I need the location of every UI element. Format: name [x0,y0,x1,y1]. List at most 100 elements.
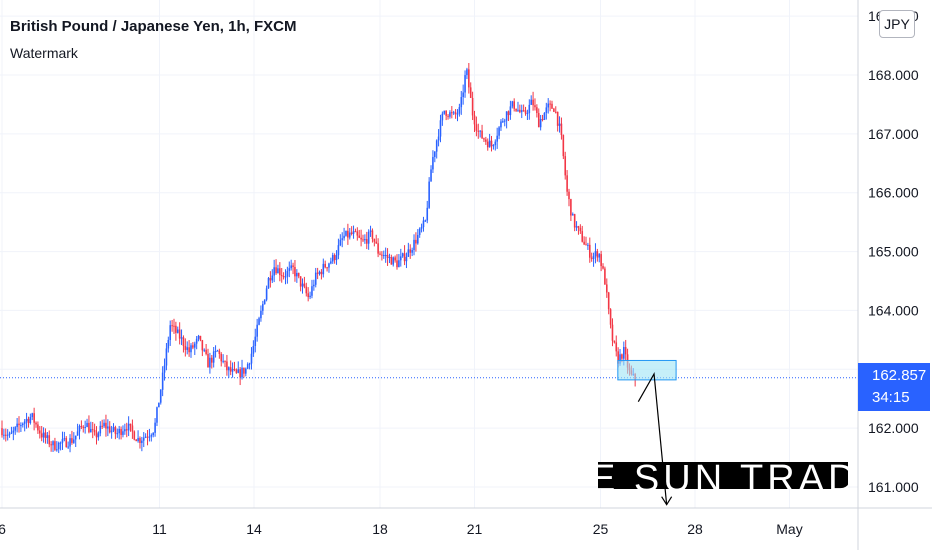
candle-body [114,427,117,434]
candle-body [299,276,302,287]
candle-body [129,423,132,426]
candle-body [509,106,512,116]
candle-body [74,435,77,440]
candle-body [585,244,587,246]
candle-body [1,428,3,436]
candle-body [171,325,173,327]
candle-body [328,263,330,268]
candle-body [522,110,525,112]
candle-body [63,438,66,440]
candle-body [375,241,378,244]
candle-body [159,389,162,403]
candle-body [265,288,268,300]
candle-body [409,249,412,253]
candle-body [422,220,425,228]
x-tick-label: May [776,521,802,537]
candle-body [473,115,476,125]
candle-body [579,227,582,232]
candle-body [507,111,510,116]
candle-body [71,438,73,443]
candle-body [86,422,88,427]
candle-body [199,335,202,341]
candle-body [604,268,606,285]
x-tick-label: 21 [467,521,483,537]
candle-body [445,110,447,116]
candle-body [464,75,466,93]
y-tick-label: 162.000 [868,420,919,436]
y-tick-label: 166.000 [868,185,919,201]
candle-body [558,123,561,126]
x-tick-label: 11 [152,521,167,537]
candle-body [110,430,113,433]
candle-body [496,135,498,142]
candle-body [371,230,374,239]
candle-body [607,292,610,310]
candle-body [93,429,96,433]
candle-body [216,350,219,352]
candle-body [14,427,17,431]
candle-body [483,138,485,140]
candle-body [320,271,323,275]
candle-body [186,347,189,350]
candle-body [475,124,478,131]
candle-body [439,120,442,137]
candle-body [485,139,487,142]
candle-body [468,69,470,88]
candle-body [545,107,548,113]
candle-body [339,239,342,246]
candle-body [263,299,266,305]
candle-body [543,112,546,120]
candle-body [210,357,213,363]
candle-body [203,349,206,351]
candle-body [364,239,366,241]
candle-body [577,226,580,228]
candle-body [131,425,134,432]
candle-body [141,440,143,444]
candle-body [386,254,389,258]
candle-body [606,284,608,293]
candle-body [488,140,491,148]
candle-body [260,310,262,319]
candle-body [528,104,531,114]
candle-body [209,357,211,368]
candle-body [40,433,43,438]
candle-body [526,113,529,115]
candle-body [437,136,440,141]
candle-body [492,145,495,147]
candle-body [137,438,139,442]
x-tick-label: 25 [593,521,609,537]
candle-body [57,442,60,450]
candle-body [190,345,192,353]
candle-body [587,244,589,246]
candle-body [407,249,410,257]
candle-body [50,444,52,446]
candle-body [360,237,362,240]
candle-body [381,254,383,256]
candle-body [122,431,124,435]
current-price-tag: 162.857 34:15 [858,363,930,411]
candle-body [554,111,557,113]
candle-body [583,241,585,245]
candle-body [515,108,517,111]
y-tick-label: 167.000 [868,126,919,142]
candle-body [309,295,311,298]
candle-body [541,118,544,120]
candle-body [25,418,28,422]
candle-body [269,278,272,281]
candle-body [222,360,224,362]
candle-body [248,363,251,365]
x-tick-label: 18 [372,521,388,537]
candle-body [424,220,427,222]
candle-body [537,113,540,128]
candle-body [112,427,115,431]
candle-body [326,267,328,269]
candle-body [348,232,351,238]
candle-body [35,422,37,425]
candle-body [403,253,406,262]
candle-body [161,372,164,390]
currency-button[interactable]: JPY [879,10,915,38]
candle-body [303,283,306,287]
candle-body [520,110,523,113]
